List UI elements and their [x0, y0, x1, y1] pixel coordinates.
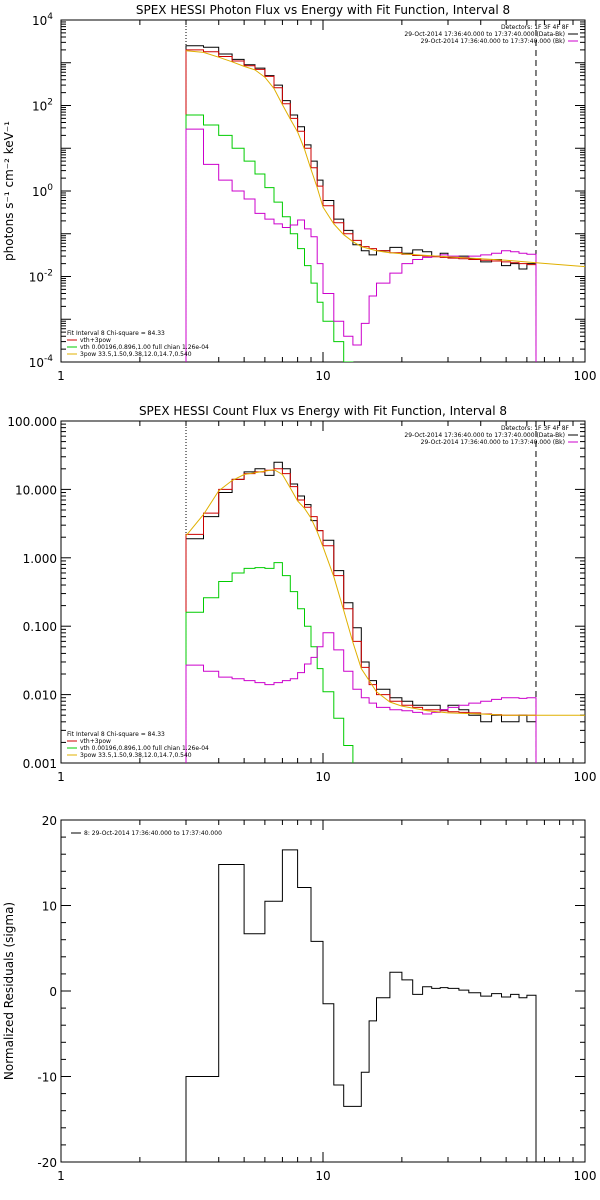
y-tick-label: -20 [37, 1156, 57, 1170]
y-tick-label: 0.100 [23, 620, 57, 634]
y-tick-label: 0 [49, 985, 57, 999]
y-tick-label: 100.000 [7, 415, 57, 429]
y-tick-label: 1.000 [23, 552, 57, 566]
y-tick-label: 102 [32, 98, 53, 114]
y-tick-label: -10 [37, 1071, 57, 1085]
x-tick-label: 10 [315, 770, 330, 784]
series-line-3 [185, 632, 537, 763]
x-tick-label: 10 [315, 1169, 330, 1183]
y-tick-label: 104 [32, 12, 53, 28]
y-tick-exponent: 0 [47, 183, 53, 193]
chart-title: SPEX HESSI Photon Flux vs Energy with Fi… [136, 3, 510, 17]
legend-top-right-text: 29-Oct-2014 17:36:40.000 to 17:37:40.000… [421, 38, 565, 45]
legend-bottom-left-text: Fit Interval 8 Chi-square = 84.33 [67, 330, 165, 337]
legend-top-left-text: 8: 29-Oct-2014 17:36:40.000 to 17:37:40.… [84, 830, 222, 837]
series-line-0 [185, 849, 537, 1162]
series-line-1 [185, 49, 537, 362]
y-tick-label: 20 [42, 814, 57, 828]
legend-bottom-left-text: 3pow 33.5,1.50,9.38,12.0,14.7,0.540 [80, 752, 192, 759]
legend-bottom-left-text: vth+3pow [80, 337, 111, 344]
legend-top-right-text: Detectors: 1F 3F 4F 8F [501, 425, 570, 432]
count-flux-panel: SPEX HESSI Count Flux vs Energy with Fit… [7, 404, 597, 784]
x-tick-label: 10 [315, 369, 330, 383]
series-line-0 [185, 45, 537, 362]
legend-bottom-left-text: vth+3pow [80, 738, 111, 745]
series-line-4 [185, 50, 585, 268]
chart-title: SPEX HESSI Count Flux vs Energy with Fit… [139, 404, 507, 418]
y-tick-label: 10.000 [15, 483, 57, 497]
y-tick-base: 10 [29, 356, 44, 370]
photon-flux-panel: SPEX HESSI Photon Flux vs Energy with Fi… [2, 3, 597, 383]
series-group [185, 849, 537, 1162]
y-tick-base: 10 [32, 185, 47, 199]
residuals-panel: 1 10 100 -20 -10 0 10 20 Normalized Residuals (s… [2, 814, 596, 1183]
legend-bottom-left-text: 3pow 33.5,1.50,9.38,12.0,14.7,0.540 [80, 351, 192, 358]
y-axis-label: photons s⁻¹ cm⁻² keV⁻¹ [2, 121, 16, 261]
y-tick-label: 10-2 [29, 269, 53, 285]
series-line-2 [185, 562, 354, 763]
legend-bottom-left-text: vth 0.00196,0.896,1.00 full chian 1.26e-… [80, 745, 209, 752]
x-tick-label: 1 [57, 1169, 65, 1183]
x-tick-label: 100 [574, 1169, 597, 1183]
y-tick-label: 10 [42, 900, 57, 914]
y-tick-exponent: -4 [44, 354, 53, 364]
y-tick-exponent: 4 [47, 12, 53, 22]
x-tick-label: 100 [574, 369, 597, 383]
legend-top-right-text: Detectors: 1F 3F 4F 8F [501, 24, 570, 31]
legend-top-right-text: 29-Oct-2014 17:36:40.000 to 17:37:40.000… [404, 432, 565, 439]
y-tick-label: 10-4 [29, 354, 54, 370]
y-tick-label: 100 [32, 183, 53, 199]
legend-top-right-text: 29-Oct-2014 17:36:40.000 to 17:37:40.000… [421, 439, 565, 446]
y-tick-base: 10 [32, 100, 47, 114]
x-tick-label: 1 [57, 770, 65, 784]
y-tick-base: 10 [29, 271, 44, 285]
series-line-3 [185, 128, 537, 362]
series-line-2 [185, 114, 354, 362]
x-tick-label: 1 [57, 369, 65, 383]
series-group [185, 45, 585, 362]
series-group [185, 461, 585, 763]
series-line-1 [185, 468, 537, 763]
y-tick-label: 0.010 [23, 689, 57, 703]
series-line-4 [185, 469, 585, 716]
y-tick-exponent: -2 [44, 269, 53, 279]
legend-top-right-text: 29-Oct-2014 17:36:40.000 to 17:37:40.000… [404, 31, 565, 38]
y-tick-base: 10 [32, 14, 47, 28]
y-tick-exponent: 2 [47, 98, 53, 108]
series-line-0 [185, 461, 537, 763]
legend-bottom-left-text: Fit Interval 8 Chi-square = 84.33 [67, 731, 165, 738]
plot-frame [60, 420, 586, 764]
x-tick-label: 100 [574, 770, 597, 784]
legend-bottom-left-text: vth 0.00196,0.896,1.00 full chian 1.26e-… [80, 344, 209, 351]
y-axis-label: Normalized Residuals (sigma) [2, 902, 16, 1080]
y-tick-label: 0.001 [23, 757, 57, 771]
